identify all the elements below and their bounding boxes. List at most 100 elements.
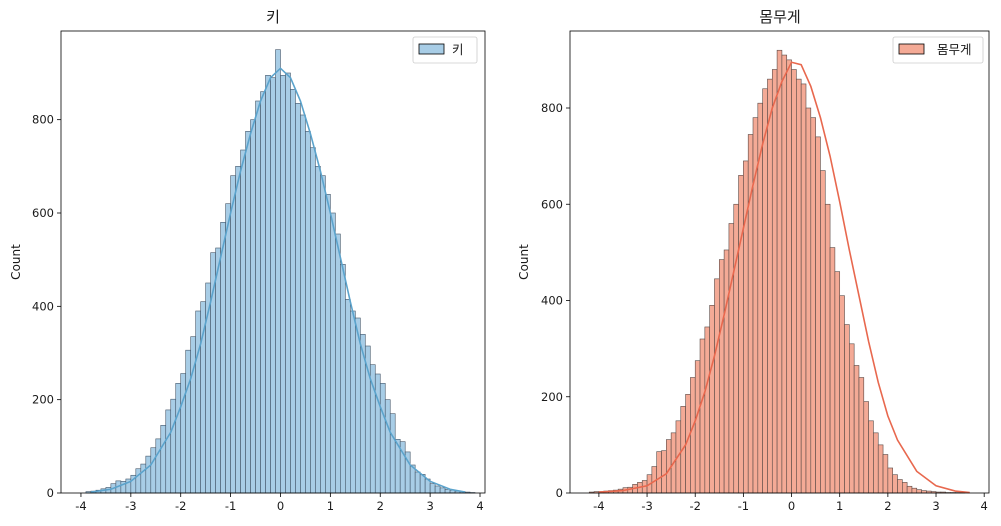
histogram-bar <box>839 295 845 494</box>
histogram-bar <box>180 373 187 494</box>
histogram-bar <box>310 147 316 494</box>
chart-title: 몸무게 <box>759 8 800 26</box>
histogram-bars <box>588 49 966 494</box>
histogram-bar <box>690 377 696 494</box>
histogram-bar <box>389 413 396 494</box>
histogram-bar <box>340 264 346 494</box>
histogram-bar <box>135 468 142 494</box>
histogram-bar <box>916 489 922 494</box>
histogram-bar <box>260 91 266 494</box>
x-tick-label: -4 <box>75 499 86 513</box>
histogram-bar <box>853 365 860 494</box>
kde-line <box>598 61 970 494</box>
x-tick-label: -1 <box>738 499 749 513</box>
histogram-bar <box>786 59 792 494</box>
histogram-bar <box>699 338 706 494</box>
histogram-bar <box>796 78 802 494</box>
histogram-bar <box>882 454 889 494</box>
legend-swatch <box>418 43 445 55</box>
legend: 몸무게 <box>892 36 984 64</box>
histogram-bar <box>781 54 788 494</box>
legend-label: 몸무게 <box>937 42 972 57</box>
histogram-bar <box>379 383 386 494</box>
histogram-bar <box>335 233 341 494</box>
y-tick-label: 800 <box>541 101 563 115</box>
histogram-bar <box>810 117 816 494</box>
histogram-bar <box>873 432 879 494</box>
histogram-bar <box>305 131 311 494</box>
histogram-bar <box>824 203 831 494</box>
histogram-bar <box>355 317 361 494</box>
histogram-bar <box>325 194 331 494</box>
x-tick-label: 0 <box>788 499 795 513</box>
histogram-bar <box>704 326 710 494</box>
legend-box <box>412 36 478 64</box>
y-tick-label: 0 <box>556 486 563 500</box>
histogram-bar <box>245 131 251 494</box>
x-tick-label: 4 <box>981 499 988 513</box>
histogram-bar <box>858 377 865 494</box>
histogram-bar <box>849 343 855 494</box>
chart-height: 키 -4 -3 -2 -1 0 1 2 3 4 0 200 400 600 800 Count 키 <box>9 8 486 513</box>
histogram-bar <box>805 107 812 494</box>
histogram-bar <box>738 175 744 494</box>
histogram-bar <box>190 336 196 494</box>
histogram-bar <box>225 203 231 494</box>
y-axis-label: Count <box>9 244 23 280</box>
x-tick-label: -2 <box>175 499 186 513</box>
y-tick-label: 800 <box>32 113 54 127</box>
histogram-bar <box>892 474 898 494</box>
histogram-bar <box>439 487 446 494</box>
histogram-bar <box>863 401 869 494</box>
histogram-bar <box>718 259 725 494</box>
histogram-bar <box>265 75 271 494</box>
histogram-bar <box>728 223 735 494</box>
x-tick-label: 2 <box>377 499 384 513</box>
y-axis-ticks: 0 200 400 600 800 <box>32 113 61 500</box>
histogram-bar <box>661 450 667 494</box>
histogram-bar <box>170 398 177 494</box>
x-tick-label: -3 <box>125 499 136 513</box>
histogram-bar <box>320 175 326 494</box>
histogram-bar <box>414 471 421 494</box>
histogram-bar <box>656 451 662 494</box>
x-axis-ticks: -4 -3 -2 -1 0 1 2 3 4 <box>75 493 484 513</box>
y-tick-label: 600 <box>32 206 54 220</box>
legend-label: 키 <box>452 42 464 57</box>
x-tick-label: 1 <box>836 499 843 513</box>
histogram-bar <box>215 247 221 494</box>
histogram-bar <box>820 170 826 494</box>
histogram-bar <box>762 88 768 494</box>
histogram-bar <box>275 49 281 494</box>
histogram-bar <box>255 100 261 494</box>
histogram-bar <box>230 175 236 494</box>
histogram-bar <box>140 463 147 494</box>
histogram-bar <box>911 487 918 494</box>
y-tick-label: 200 <box>541 390 563 404</box>
x-tick-label: 0 <box>277 499 284 513</box>
y-tick-label: 600 <box>541 197 563 211</box>
histogram-bar <box>434 485 441 494</box>
histogram-bar <box>290 89 296 494</box>
histogram-bar <box>714 278 720 494</box>
histogram-bar <box>345 299 351 494</box>
histogram-bar <box>906 485 913 494</box>
histogram-bar <box>877 444 884 494</box>
x-tick-label: -2 <box>689 499 700 513</box>
histogram-bar <box>374 373 381 494</box>
histogram-bar <box>834 271 841 494</box>
plot-frame <box>60 30 486 494</box>
histogram-bar <box>315 166 321 494</box>
histogram-bar <box>175 383 182 494</box>
histogram-bar <box>285 72 291 494</box>
histogram-bar <box>185 349 192 494</box>
histogram-bar <box>384 399 391 494</box>
histogram-bar <box>776 49 783 494</box>
histogram-bar <box>771 69 778 494</box>
x-tick-label: 3 <box>932 499 939 513</box>
y-tick-label: 400 <box>32 299 54 313</box>
histogram-bar <box>868 420 874 494</box>
histogram-bar <box>155 438 162 494</box>
plot-frame <box>569 30 990 494</box>
histogram-bar <box>165 409 172 494</box>
